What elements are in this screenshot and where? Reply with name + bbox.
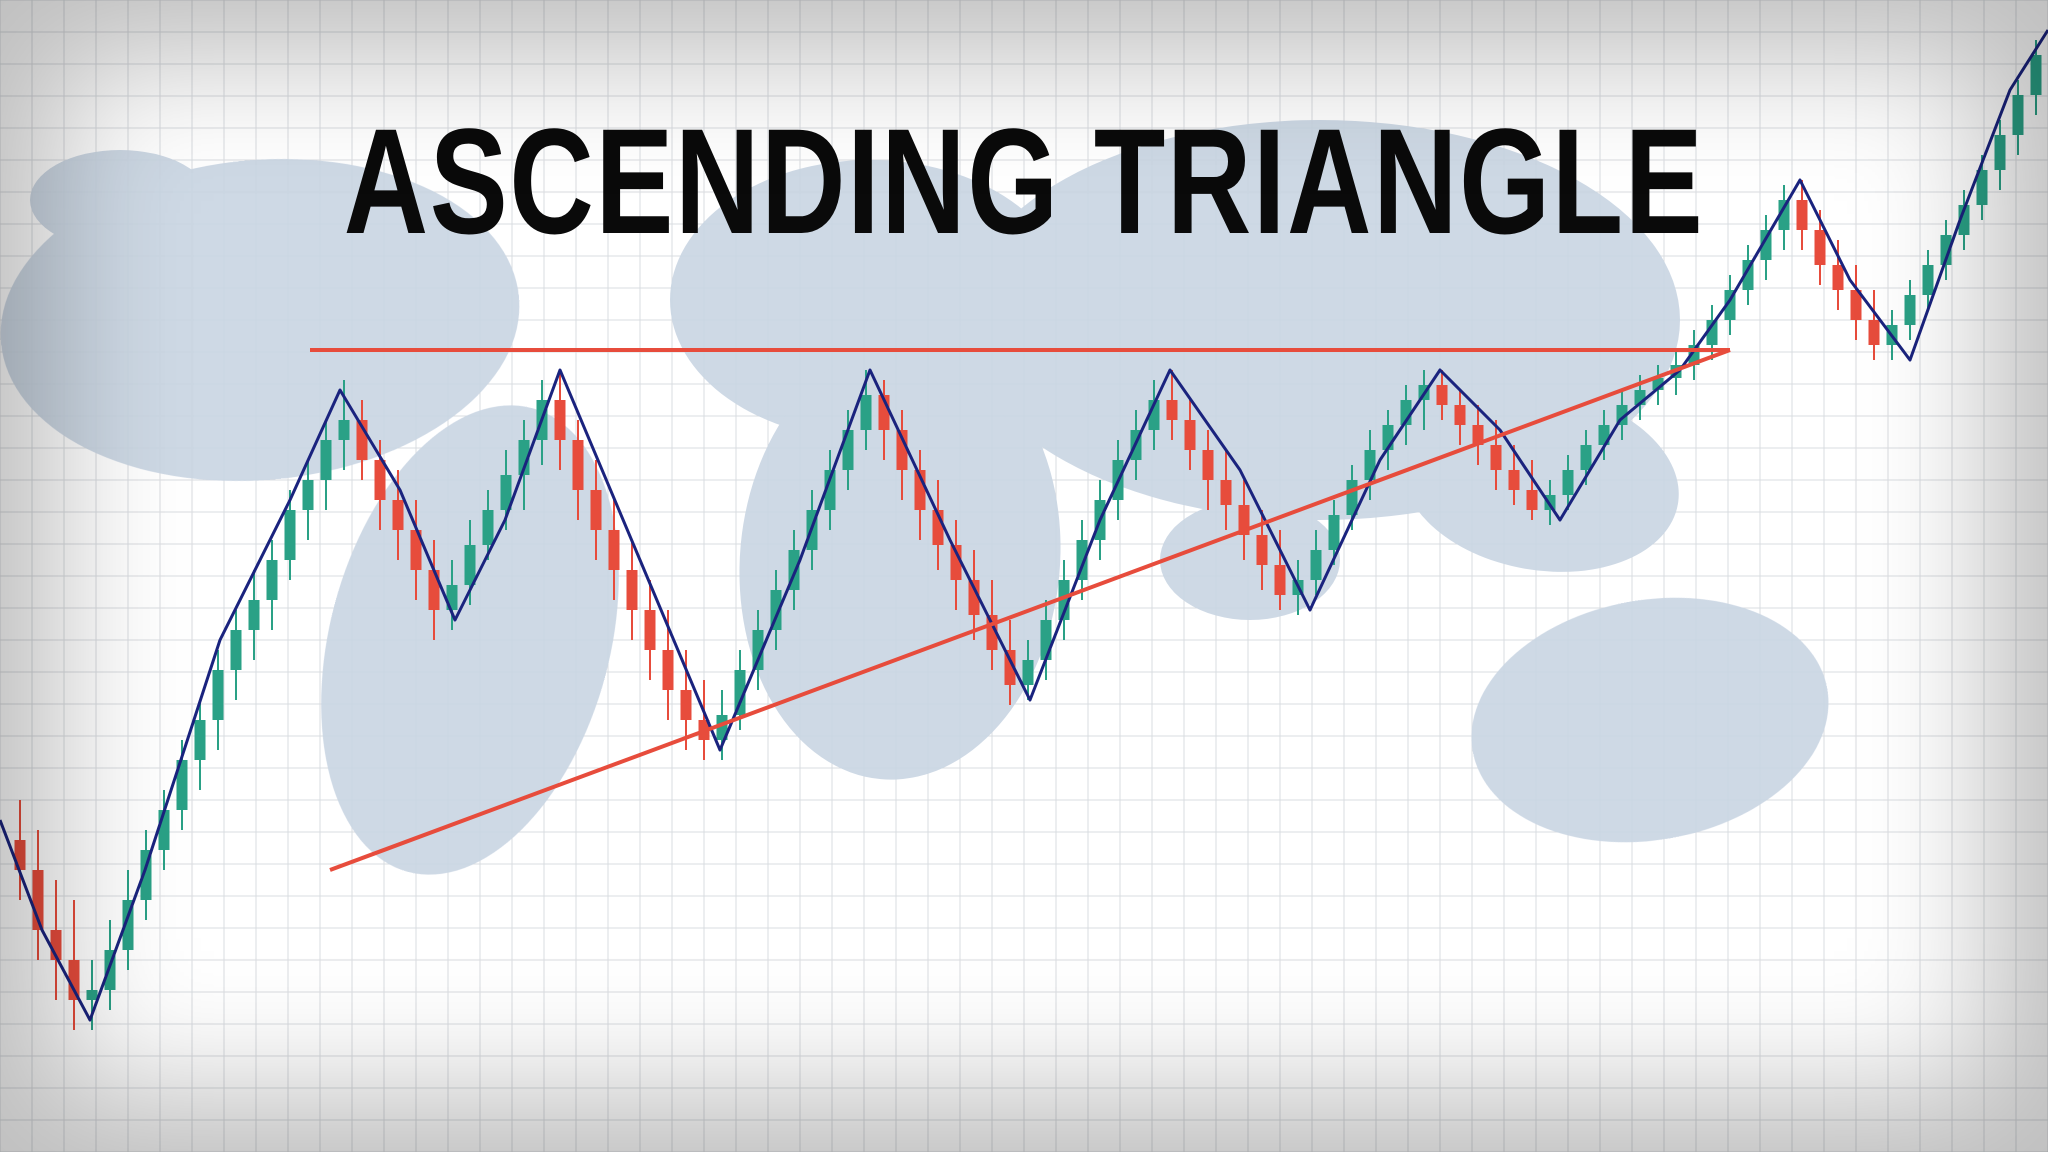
chart-title: ASCENDING TRIANGLE [225, 95, 1822, 268]
chart-stage: ASCENDING TRIANGLE [0, 0, 2048, 1152]
